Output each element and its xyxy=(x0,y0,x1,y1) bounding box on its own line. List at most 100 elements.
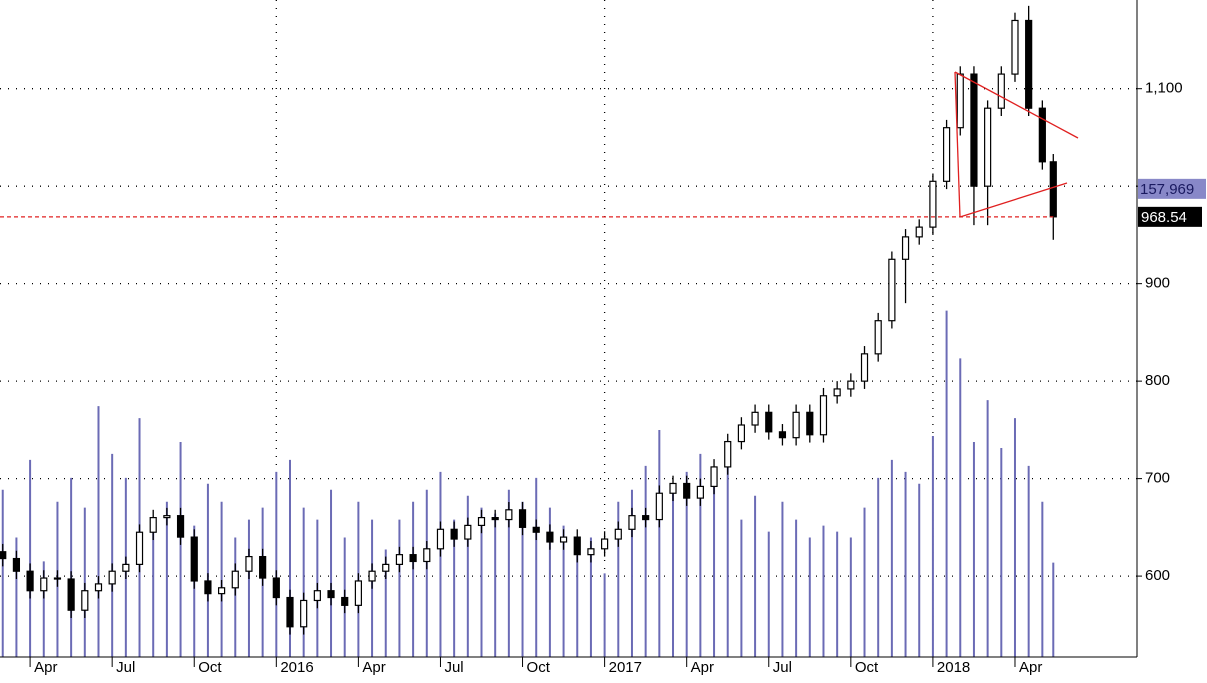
candle-body xyxy=(436,528,445,550)
candle-body xyxy=(984,107,992,187)
candle-body xyxy=(819,395,828,436)
candle-body xyxy=(1038,107,1046,163)
trend-line xyxy=(954,71,961,218)
candle-body xyxy=(122,563,130,572)
candle-body xyxy=(724,440,732,468)
candle-body xyxy=(628,515,636,530)
y-tick-label: 600 xyxy=(1145,567,1170,584)
candle-body xyxy=(847,380,855,390)
candle-body xyxy=(341,596,349,606)
candle-body xyxy=(642,515,650,521)
candle-body xyxy=(655,492,663,521)
candle-body xyxy=(204,580,212,595)
candle-body xyxy=(614,528,622,540)
candle-body xyxy=(942,127,951,182)
candle-body xyxy=(997,73,1005,109)
x-tick-label: Apr xyxy=(362,659,385,676)
candle-body xyxy=(286,596,294,628)
candle-body xyxy=(970,73,978,187)
candle-body xyxy=(163,515,171,519)
candle-body xyxy=(546,531,554,543)
candle-body xyxy=(231,570,239,589)
candle-body xyxy=(888,258,896,322)
candle-body xyxy=(765,411,773,433)
candle-body xyxy=(518,509,527,528)
candle-body xyxy=(245,555,253,572)
x-tick-label: Oct xyxy=(855,659,879,676)
x-tick-label: 2018 xyxy=(937,659,970,676)
candle-body xyxy=(300,599,308,628)
candle-body xyxy=(53,577,62,580)
candle-body xyxy=(737,424,746,443)
candle-body xyxy=(450,528,458,540)
candle-body xyxy=(272,577,280,599)
candle-body xyxy=(792,411,800,439)
candle-body xyxy=(135,531,144,565)
x-tick-label: Jul xyxy=(773,659,792,676)
candle-body xyxy=(464,524,472,540)
y-tick-label: 800 xyxy=(1145,372,1170,389)
candle-body xyxy=(587,548,595,556)
x-tick-label: Apr xyxy=(691,659,714,676)
candle-body xyxy=(149,517,157,533)
candle-body xyxy=(218,587,226,595)
candle-body xyxy=(368,570,376,582)
candles xyxy=(0,5,1057,635)
candle-body xyxy=(696,485,704,499)
candle-body xyxy=(327,590,335,599)
candle-body xyxy=(532,526,540,533)
candle-body xyxy=(108,570,116,585)
candle-body xyxy=(176,515,185,538)
candle-body xyxy=(81,590,89,611)
candle-body xyxy=(833,388,841,397)
grid xyxy=(0,0,1137,657)
candle-body xyxy=(94,583,103,592)
volume-label-box xyxy=(1138,178,1206,199)
candle-body xyxy=(915,226,923,238)
candle-body xyxy=(477,517,486,527)
candle-body xyxy=(778,431,787,439)
trend-line xyxy=(959,182,1068,218)
candle-body xyxy=(0,551,7,560)
candle-body xyxy=(860,353,869,382)
candle-body xyxy=(382,563,390,572)
candle-body xyxy=(354,580,362,606)
volume-bars xyxy=(1,310,1055,657)
candle-body xyxy=(395,554,404,565)
candle-body xyxy=(26,570,34,592)
y-tick-label: 900 xyxy=(1145,275,1170,292)
trend-line xyxy=(954,71,1079,139)
x-tick-label: Jul xyxy=(116,659,135,676)
price-label: 968.54 xyxy=(1141,209,1187,226)
candle-body xyxy=(190,536,198,582)
candle-body xyxy=(67,578,75,611)
candle-body xyxy=(40,577,48,592)
candle-body xyxy=(874,320,882,355)
candle-body xyxy=(669,482,677,494)
x-tick-label: Oct xyxy=(198,659,222,676)
candle-body xyxy=(259,555,267,579)
candle-body xyxy=(806,411,814,436)
candle-body xyxy=(573,536,581,556)
candle-body xyxy=(1049,161,1057,218)
candle-body xyxy=(409,554,417,563)
price-label-box xyxy=(1138,206,1202,227)
candle-body xyxy=(751,411,759,426)
candle-body xyxy=(313,590,321,602)
candle-body xyxy=(505,509,513,521)
candle-body xyxy=(12,557,21,572)
candle-body xyxy=(710,466,718,488)
x-tick-label: Oct xyxy=(527,659,551,676)
volume-label: 157,969 xyxy=(1140,181,1194,198)
candle-body xyxy=(956,73,964,129)
x-tick-label: Apr xyxy=(34,659,57,676)
candle-body xyxy=(1025,19,1033,109)
candle-body xyxy=(901,236,910,260)
x-tick-label: Apr xyxy=(1019,659,1042,676)
candle-body xyxy=(1011,19,1019,75)
x-tick-label: 2017 xyxy=(609,659,642,676)
candle-body xyxy=(683,482,691,499)
x-tick-label: 2016 xyxy=(280,659,313,676)
candle-body xyxy=(423,548,431,563)
